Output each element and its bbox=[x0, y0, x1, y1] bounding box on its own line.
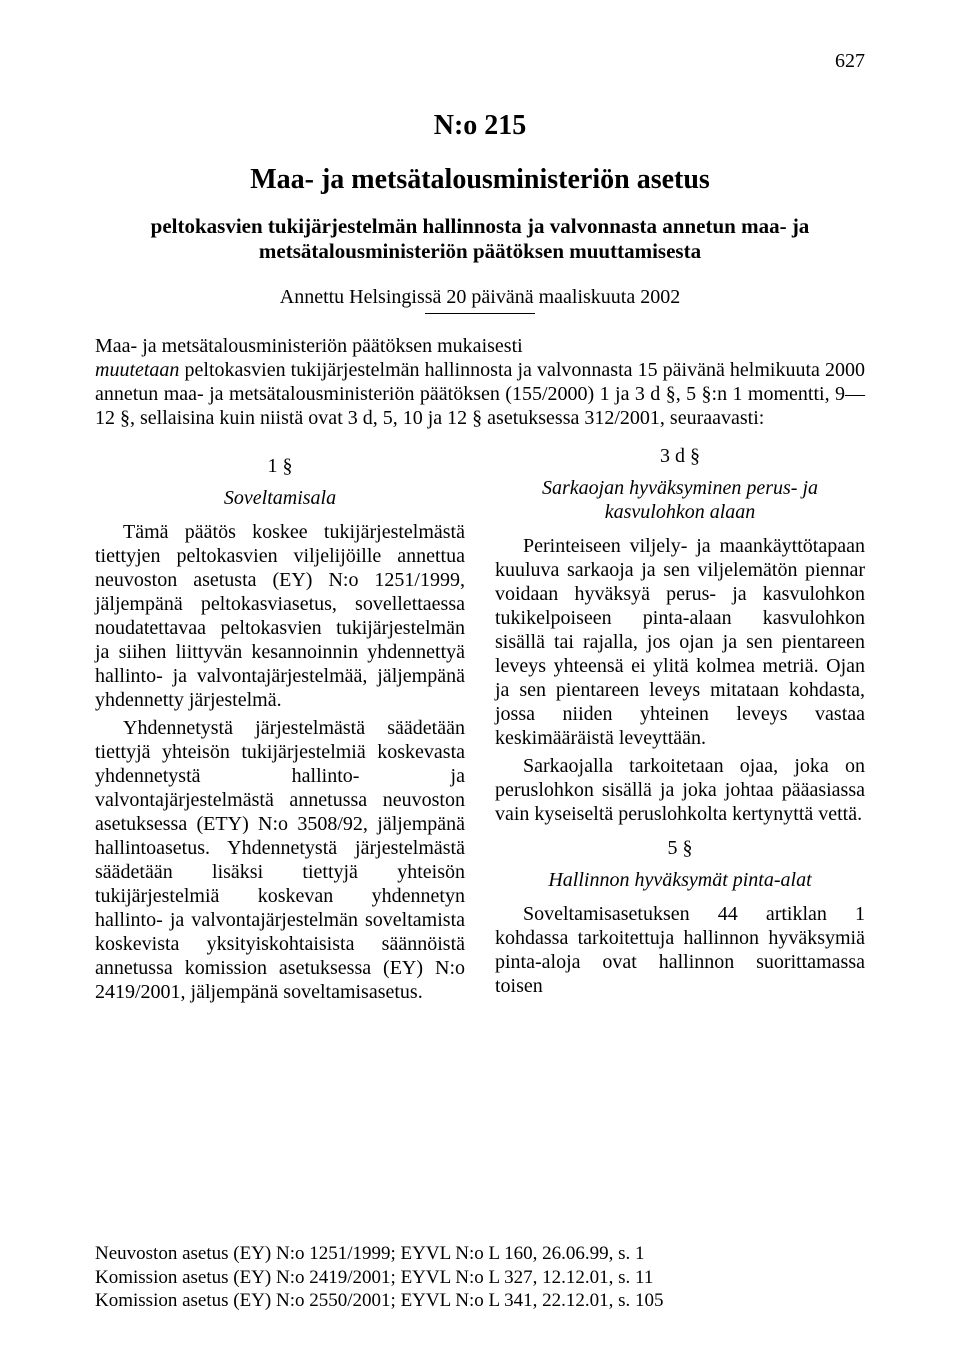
document-number: N:o 215 bbox=[95, 110, 865, 142]
footer-ref-2: Komission asetus (EY) N:o 2419/2001; EYV… bbox=[95, 1266, 865, 1290]
section-1-para-1: Tämä päätös koskee tukijärjestelmästä ti… bbox=[95, 520, 465, 712]
section-3d-heading: Sarkaojan hyväksyminen perus- ja kasvulo… bbox=[495, 476, 865, 524]
preamble-line-2: muutetaan peltokasvien tukijärjestelmän … bbox=[95, 359, 865, 429]
section-1-number: 1 § bbox=[95, 454, 465, 478]
document-title: Maa- ja metsätalousministeriön asetus bbox=[95, 164, 865, 196]
divider bbox=[425, 313, 535, 314]
footer-references: Neuvoston asetus (EY) N:o 1251/1999; EYV… bbox=[95, 1242, 865, 1313]
preamble: Maa- ja metsätalousministeriön päätöksen… bbox=[95, 334, 865, 430]
section-3d-para-1: Perinteiseen viljely- ja maankäyttötapaa… bbox=[495, 534, 865, 750]
body-columns: 1 § Soveltamisala Tämä päätös koskee tuk… bbox=[95, 444, 865, 1008]
page-number: 627 bbox=[835, 50, 865, 73]
section-3d-number: 3 d § bbox=[495, 444, 865, 468]
document-subtitle: peltokasvien tukijärjestelmän hallinnost… bbox=[95, 214, 865, 264]
section-1-para-2: Yhdennetystä järjestelmästä säädetään ti… bbox=[95, 716, 465, 1004]
preamble-rest: peltokasvien tukijärjestelmän hallinnost… bbox=[95, 359, 865, 429]
section-5-heading: Hallinnon hyväksymät pinta-alat bbox=[495, 868, 865, 892]
page: 627 N:o 215 Maa- ja metsätalousministeri… bbox=[0, 0, 960, 1368]
section-5-number: 5 § bbox=[495, 836, 865, 860]
preamble-line-1: Maa- ja metsätalousministeriön päätöksen… bbox=[95, 335, 523, 357]
section-3d-para-2: Sarkaojalla tarkoitetaan ojaa, joka on p… bbox=[495, 754, 865, 826]
given-line: Annettu Helsingissä 20 päivänä maaliskuu… bbox=[95, 286, 865, 309]
section-1-heading: Soveltamisala bbox=[95, 486, 465, 510]
footer-ref-1: Neuvoston asetus (EY) N:o 1251/1999; EYV… bbox=[95, 1242, 865, 1266]
preamble-muutetaan: muutetaan bbox=[95, 359, 179, 381]
footer-ref-3: Komission asetus (EY) N:o 2550/2001; EYV… bbox=[95, 1289, 865, 1313]
section-5-para-1: Soveltamisasetuksen 44 artiklan 1 kohdas… bbox=[495, 902, 865, 998]
